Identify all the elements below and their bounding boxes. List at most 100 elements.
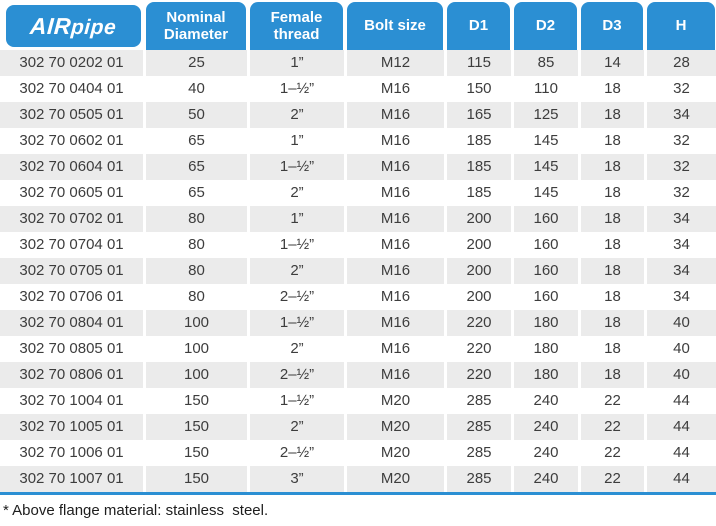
cell-bolt-size: M20 <box>347 466 447 492</box>
cell-female-thread: 2” <box>250 258 347 284</box>
cell-female-thread: 1–½” <box>250 76 347 102</box>
cell-d2: 240 <box>514 466 581 492</box>
cell-part-number: 302 70 0706 01 <box>0 284 146 310</box>
cell-bolt-size: M16 <box>347 258 447 284</box>
table-header-row: AIRpipe Nominal Diameter Female thread B… <box>0 0 716 50</box>
cell-part-number: 302 70 1007 01 <box>0 466 146 492</box>
header-cell-d3: D3 <box>581 0 647 50</box>
cell-h: 44 <box>673 444 690 461</box>
cell-bolt-size: M16 <box>347 180 447 206</box>
cell-female-thread: 1” <box>250 50 347 76</box>
cell-h: 40 <box>673 366 690 383</box>
cell-d3: 18 <box>581 128 647 154</box>
cell-bolt-size: M16 <box>347 310 447 336</box>
cell-nominal-diameter: 80 <box>146 206 250 232</box>
table-row: 302 70 1005 01 150 2” M20 285 240 22 44 <box>0 414 716 440</box>
brand-logo-text: AIRpipe <box>29 13 117 40</box>
cell-d3: 18 <box>581 102 647 128</box>
cell-d2: 180 <box>514 362 581 388</box>
cell-d2: 180 <box>514 336 581 362</box>
cell-h: 32 <box>673 158 690 175</box>
cell-part-number: 302 70 0505 01 <box>0 102 146 128</box>
col-header-female-thread: Female thread <box>250 2 343 50</box>
cell-d1: 150 <box>447 76 514 102</box>
table-row: 302 70 1004 01 150 1–½” M20 285 240 22 4… <box>0 388 716 414</box>
cell-bolt-size: M16 <box>347 232 447 258</box>
cell-d1: 220 <box>447 310 514 336</box>
cell-nominal-diameter: 150 <box>146 440 250 466</box>
cell-part-number: 302 70 0602 01 <box>0 128 146 154</box>
col-header-nominal-diameter: Nominal Diameter <box>146 2 246 50</box>
footnote: * Above flange material: stainless steel… <box>0 495 716 519</box>
cell-d1: 285 <box>447 388 514 414</box>
col-header-d1: D1 <box>447 2 510 50</box>
table-row: 302 70 0202 01 25 1” M12 115 85 14 28 <box>0 50 716 76</box>
cell-h: 44 <box>673 392 690 409</box>
cell-part-number: 302 70 0705 01 <box>0 258 146 284</box>
cell-d3: 14 <box>581 50 647 76</box>
cell-h: 34 <box>673 262 690 279</box>
header-cell-h: H <box>647 0 716 50</box>
table-row: 302 70 0706 01 80 2–½” M16 200 160 18 34 <box>0 284 716 310</box>
cell-d1: 220 <box>447 362 514 388</box>
cell-nominal-diameter: 25 <box>146 50 250 76</box>
cell-d2: 240 <box>514 388 581 414</box>
cell-nominal-diameter: 65 <box>146 128 250 154</box>
cell-part-number: 302 70 0704 01 <box>0 232 146 258</box>
cell-bolt-size: M16 <box>347 102 447 128</box>
cell-d2: 145 <box>514 128 581 154</box>
header-cell-d2: D2 <box>514 0 581 50</box>
cell-part-number: 302 70 1004 01 <box>0 388 146 414</box>
cell-d2: 145 <box>514 154 581 180</box>
table-row: 302 70 0604 01 65 1–½” M16 185 145 18 32 <box>0 154 716 180</box>
cell-female-thread: 1–½” <box>250 232 347 258</box>
brand-logo: AIRpipe <box>6 5 141 47</box>
cell-part-number: 302 70 0404 01 <box>0 76 146 102</box>
cell-female-thread: 1–½” <box>250 154 347 180</box>
cell-bolt-size: M16 <box>347 154 447 180</box>
cell-bolt-size: M16 <box>347 336 447 362</box>
cell-d2: 160 <box>514 284 581 310</box>
cell-d3: 18 <box>581 284 647 310</box>
cell-female-thread: 1” <box>250 128 347 154</box>
table-row: 302 70 1006 01 150 2–½” M20 285 240 22 4… <box>0 440 716 466</box>
cell-bolt-size: M16 <box>347 206 447 232</box>
cell-d3: 22 <box>581 440 647 466</box>
cell-nominal-diameter: 80 <box>146 232 250 258</box>
cell-d3: 18 <box>581 206 647 232</box>
cell-d1: 200 <box>447 258 514 284</box>
cell-female-thread: 2–½” <box>250 362 347 388</box>
cell-d3: 22 <box>581 388 647 414</box>
cell-d3: 18 <box>581 154 647 180</box>
col-header-d2: D2 <box>514 2 577 50</box>
bottom-divider-line <box>0 492 716 495</box>
cell-part-number: 302 70 0806 01 <box>0 362 146 388</box>
cell-bolt-size: M20 <box>347 414 447 440</box>
cell-h: 44 <box>673 418 690 435</box>
cell-h: 28 <box>673 54 690 71</box>
cell-h: 44 <box>673 470 690 487</box>
cell-h: 34 <box>673 288 690 305</box>
cell-d3: 18 <box>581 76 647 102</box>
cell-nominal-diameter: 150 <box>146 414 250 440</box>
cell-d2: 125 <box>514 102 581 128</box>
cell-bolt-size: M16 <box>347 362 447 388</box>
col-header-h: H <box>647 2 715 50</box>
cell-d1: 285 <box>447 440 514 466</box>
cell-nominal-diameter: 100 <box>146 336 250 362</box>
cell-part-number: 302 70 0702 01 <box>0 206 146 232</box>
cell-h: 32 <box>673 184 690 201</box>
cell-d2: 110 <box>514 76 581 102</box>
cell-bolt-size: M20 <box>347 388 447 414</box>
cell-d2: 240 <box>514 414 581 440</box>
cell-nominal-diameter: 150 <box>146 466 250 492</box>
cell-bolt-size: M12 <box>347 50 447 76</box>
cell-nominal-diameter: 100 <box>146 362 250 388</box>
cell-d1: 185 <box>447 154 514 180</box>
header-cell-brand: AIRpipe <box>0 0 146 50</box>
cell-d2: 240 <box>514 440 581 466</box>
cell-d1: 115 <box>447 50 514 76</box>
cell-d3: 22 <box>581 466 647 492</box>
cell-d2: 145 <box>514 180 581 206</box>
cell-d3: 22 <box>581 414 647 440</box>
